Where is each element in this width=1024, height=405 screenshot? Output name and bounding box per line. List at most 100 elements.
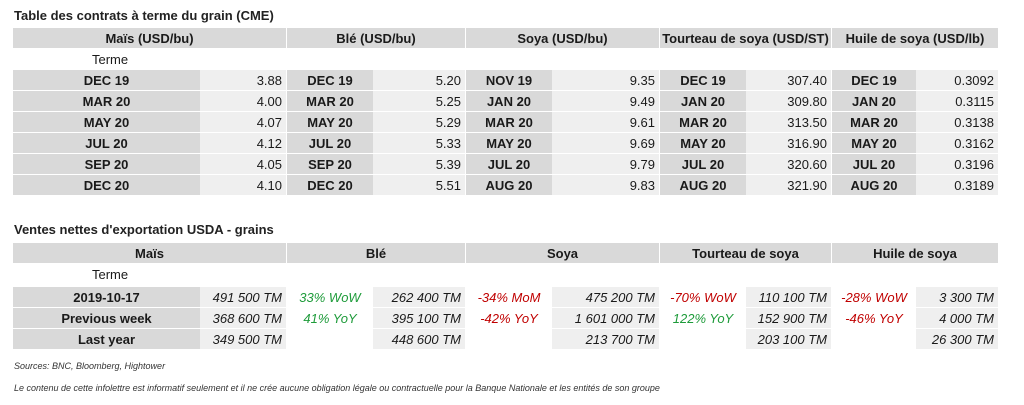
futures-term-cell: DEC 19 <box>832 70 916 90</box>
futures-value-cell: 0.3115 <box>916 91 998 111</box>
futures-value-cell: 4.05 <box>200 154 286 174</box>
futures-value-cell: 4.12 <box>200 133 286 153</box>
exports-soya-change-cell: -34% MoM <box>477 289 541 305</box>
exports-row-label: Previous week <box>13 308 200 328</box>
futures-term-cell: AUG 20 <box>466 175 552 195</box>
exports-ble-change-cell: 33% WoW <box>299 289 361 305</box>
exports-ble-change-cell <box>287 329 373 349</box>
futures-value-cell: 9.69 <box>552 133 659 153</box>
exports-huile-cell: 4 000 TM <box>916 308 998 328</box>
futures-term-cell: MAY 20 <box>13 112 200 132</box>
futures-value-cell: 309.80 <box>746 91 831 111</box>
futures-term-label: Terme <box>92 52 129 67</box>
exports-soya-change-cell <box>466 329 552 349</box>
futures-term-cell: MAY 20 <box>660 133 746 153</box>
futures-value-cell: 9.35 <box>552 70 659 90</box>
futures-term-cell: DEC 19 <box>13 70 200 90</box>
exports-header-3: Tourteau de soya <box>660 243 831 263</box>
futures-term-cell: AUG 20 <box>660 175 746 195</box>
futures-header-1: Blé (USD/bu) <box>287 28 465 48</box>
futures-term-cell: MAY 20 <box>287 112 373 132</box>
futures-value-cell: 5.33 <box>373 133 465 153</box>
exports-mais-cell: 491 500 TM <box>200 287 286 307</box>
futures-value-cell: 9.83 <box>552 175 659 195</box>
futures-value-cell: 5.29 <box>373 112 465 132</box>
futures-value-cell: 4.07 <box>200 112 286 132</box>
futures-term-cell: JUL 20 <box>660 154 746 174</box>
exports-row-label: Last year <box>13 329 200 349</box>
exports-ble-cell: 448 600 TM <box>373 329 465 349</box>
futures-header-4: Huile de soya (USD/lb) <box>832 28 998 48</box>
futures-term-cell: JUL 20 <box>466 154 552 174</box>
futures-value-cell: 4.00 <box>200 91 286 111</box>
futures-term-cell: MAY 20 <box>466 133 552 153</box>
futures-term-cell: MAR 20 <box>660 112 746 132</box>
futures-value-cell: 5.39 <box>373 154 465 174</box>
futures-value-cell: 9.61 <box>552 112 659 132</box>
exports-huile-change-cell <box>832 329 916 349</box>
futures-header-0: Maïs (USD/bu) <box>13 28 286 48</box>
futures-term-cell: AUG 20 <box>832 175 916 195</box>
futures-term-cell: JUL 20 <box>13 133 200 153</box>
futures-value-cell: 0.3189 <box>916 175 998 195</box>
exports-ble-cell: 395 100 TM <box>373 308 465 328</box>
futures-term-cell: JUL 20 <box>287 133 373 153</box>
futures-term-cell: NOV 19 <box>466 70 552 90</box>
futures-value-cell: 313.50 <box>746 112 831 132</box>
exports-ble-cell: 262 400 TM <box>373 287 465 307</box>
exports-table-title: Ventes nettes d'exportation USDA - grain… <box>14 222 274 237</box>
exports-huile-change-cell: -46% YoY <box>845 310 903 326</box>
futures-term-cell: MAR 20 <box>287 91 373 111</box>
sources-note: Sources: BNC, Bloomberg, Hightower <box>14 361 166 371</box>
exports-term-label: Terme <box>92 267 129 282</box>
exports-tourteau-cell: 152 900 TM <box>746 308 831 328</box>
futures-term-cell: JAN 20 <box>832 91 916 111</box>
futures-term-cell: SEP 20 <box>287 154 373 174</box>
futures-term-cell: DEC 19 <box>660 70 746 90</box>
exports-ble-change-cell: 41% YoY <box>303 310 357 326</box>
exports-tourteau-cell: 203 100 TM <box>746 329 831 349</box>
exports-soya-cell: 475 200 TM <box>552 287 659 307</box>
futures-header-3: Tourteau de soya (USD/ST) <box>660 28 831 48</box>
futures-term-cell: JAN 20 <box>660 91 746 111</box>
futures-term-cell: MAR 20 <box>13 91 200 111</box>
futures-value-cell: 5.20 <box>373 70 465 90</box>
futures-value-cell: 0.3162 <box>916 133 998 153</box>
exports-header-1: Blé <box>287 243 465 263</box>
exports-soya-change-cell: -42% YoY <box>480 310 538 326</box>
disclaimer-note: Le contenu de cette infolettre est infor… <box>14 383 660 393</box>
exports-tourteau-change-cell <box>660 329 746 349</box>
futures-term-cell: DEC 19 <box>287 70 373 90</box>
futures-value-cell: 5.51 <box>373 175 465 195</box>
futures-value-cell: 4.10 <box>200 175 286 195</box>
futures-value-cell: 320.60 <box>746 154 831 174</box>
exports-header-2: Soya <box>466 243 659 263</box>
futures-term-cell: MAR 20 <box>466 112 552 132</box>
exports-header-4: Huile de soya <box>832 243 998 263</box>
exports-header-0: Maïs <box>13 243 286 263</box>
futures-value-cell: 9.79 <box>552 154 659 174</box>
futures-value-cell: 307.40 <box>746 70 831 90</box>
futures-term-cell: DEC 20 <box>287 175 373 195</box>
futures-term-cell: JAN 20 <box>466 91 552 111</box>
futures-value-cell: 0.3138 <box>916 112 998 132</box>
exports-huile-cell: 3 300 TM <box>916 287 998 307</box>
futures-value-cell: 316.90 <box>746 133 831 153</box>
exports-soya-cell: 1 601 000 TM <box>552 308 659 328</box>
exports-soya-cell: 213 700 TM <box>552 329 659 349</box>
futures-term-cell: MAY 20 <box>832 133 916 153</box>
futures-term-cell: MAR 20 <box>832 112 916 132</box>
exports-tourteau-cell: 110 100 TM <box>746 287 831 307</box>
futures-value-cell: 9.49 <box>552 91 659 111</box>
exports-mais-cell: 349 500 TM <box>200 329 286 349</box>
futures-value-cell: 3.88 <box>200 70 286 90</box>
futures-value-cell: 0.3092 <box>916 70 998 90</box>
futures-term-cell: SEP 20 <box>13 154 200 174</box>
exports-huile-change-cell: -28% WoW <box>841 289 907 305</box>
futures-value-cell: 0.3196 <box>916 154 998 174</box>
futures-value-cell: 5.25 <box>373 91 465 111</box>
exports-tourteau-change-cell: 122% YoY <box>672 310 734 326</box>
exports-row-label: 2019-10-17 <box>13 287 200 307</box>
exports-tourteau-change-cell: -70% WoW <box>670 289 736 305</box>
futures-value-cell: 321.90 <box>746 175 831 195</box>
